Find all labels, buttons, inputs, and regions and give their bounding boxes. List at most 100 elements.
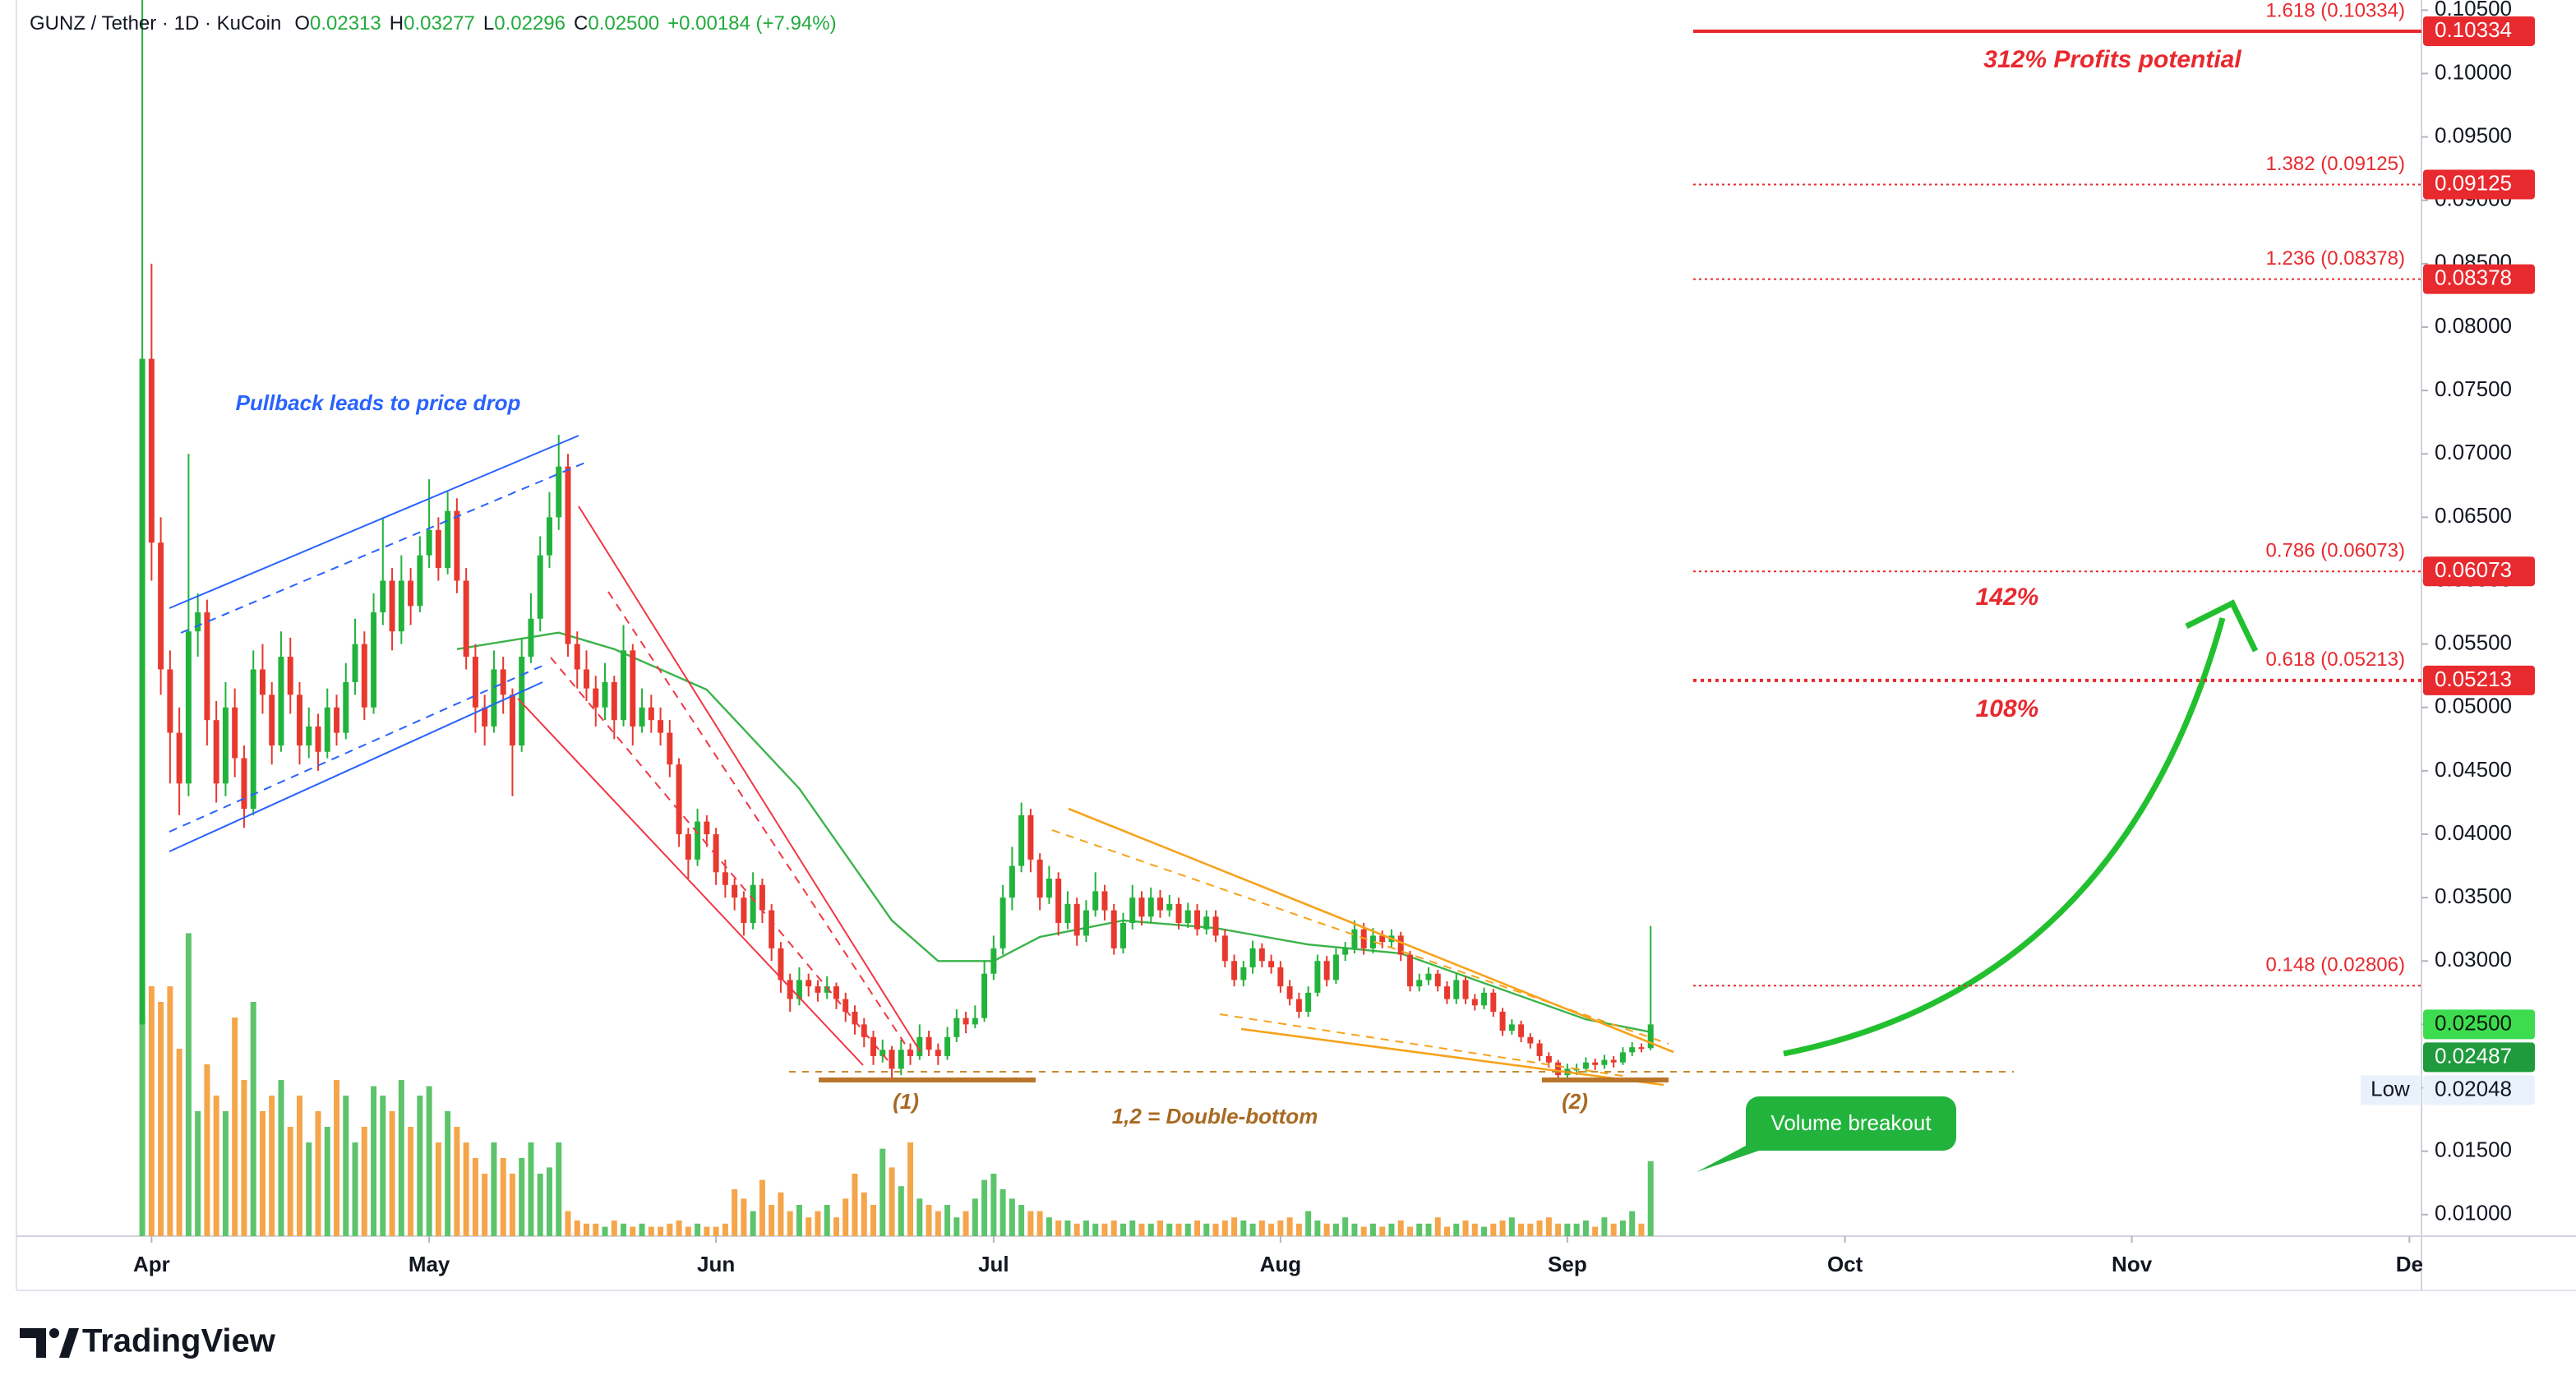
annotation: (1): [893, 1089, 919, 1114]
candle-body: [1092, 891, 1099, 911]
annotation: 312% Profits potential: [1983, 46, 2241, 73]
candle-body: [935, 1050, 941, 1056]
y-tick-label: 0.09500: [2435, 122, 2512, 147]
volume-bar: [778, 1192, 784, 1236]
volume-bar: [574, 1221, 580, 1236]
volume-bar: [371, 1086, 377, 1236]
candle-body: [1610, 1059, 1617, 1063]
volume-bar: [769, 1205, 775, 1236]
volume-bar: [658, 1226, 664, 1236]
candle-body: [1351, 929, 1358, 948]
volume-bar: [676, 1221, 682, 1236]
candle-body: [1258, 948, 1265, 962]
channel-line: [607, 591, 913, 1056]
candle-body: [408, 580, 414, 607]
x-tick-label: Apr: [133, 1252, 170, 1276]
fib-label: 1.382 (0.09125): [2266, 153, 2405, 175]
volume-bar: [139, 1018, 145, 1236]
candle-body: [1129, 898, 1136, 923]
candle-body: [1601, 1059, 1608, 1065]
candle-body: [343, 681, 349, 733]
wedge-line: [1240, 1027, 1664, 1087]
volume-bar: [621, 1223, 627, 1236]
price-tag-title: Low: [2371, 1076, 2410, 1101]
volume-bar: [833, 1217, 839, 1236]
candle-body: [1425, 973, 1432, 981]
candle-body: [1314, 961, 1321, 993]
candle-body: [278, 657, 284, 746]
volume-bar: [1073, 1223, 1080, 1236]
volume-bar: [315, 1111, 321, 1236]
channel-line: [169, 681, 543, 852]
volume-bar: [435, 1142, 441, 1236]
candle-body: [1073, 903, 1080, 936]
candle-body: [630, 650, 636, 727]
volume-bar: [222, 1111, 229, 1236]
volume-bar: [1036, 1211, 1043, 1236]
candle-body: [500, 669, 506, 695]
y-tick-label: 0.01500: [2435, 1138, 2512, 1162]
candle-body: [250, 669, 256, 810]
volume-bar: [1101, 1223, 1108, 1236]
volume-bar: [722, 1223, 728, 1236]
candle-body: [667, 732, 673, 765]
channel-line: [517, 698, 864, 1066]
y-tick-label: 0.03000: [2435, 947, 2512, 971]
candle-body: [1518, 1024, 1525, 1037]
volume-bar: [704, 1226, 710, 1236]
price-tag-label: 0.02048: [2435, 1076, 2512, 1101]
candle-body: [593, 688, 599, 708]
candle-body: [482, 707, 488, 727]
volume-bar: [1166, 1223, 1173, 1236]
candle-body: [999, 898, 1006, 948]
volume-bar: [1601, 1217, 1608, 1236]
y-tick-label: 0.03500: [2435, 884, 2512, 908]
volume-bar: [1268, 1223, 1275, 1236]
volume-bar: [926, 1205, 932, 1236]
y-tick-label: 0.06500: [2435, 503, 2512, 528]
price-tag: [2423, 169, 2535, 200]
fib-layer: 1.618 (0.10334) 1.382 (0.09125) 1.236 (0.0…: [1693, 0, 2421, 987]
volume-bar: [1110, 1221, 1117, 1236]
candle-body: [528, 618, 534, 658]
candle-body: [824, 986, 830, 993]
volume-bar: [1129, 1221, 1136, 1236]
volume-bar: [1360, 1226, 1367, 1236]
volume-bar: [870, 1205, 876, 1236]
volume-bar: [1027, 1211, 1034, 1236]
x-tick-label: Sep: [1548, 1252, 1587, 1276]
candle-body: [1305, 992, 1312, 1012]
candle-body: [1046, 878, 1052, 898]
volume-bar: [861, 1192, 867, 1236]
price-tag-label: 0.10334: [2435, 17, 2512, 42]
volume-bar: [167, 986, 173, 1236]
candle-body: [806, 980, 812, 987]
candle-body: [1184, 910, 1191, 923]
candle-body: [611, 681, 617, 721]
volume-bar: [750, 1211, 756, 1236]
volume-bar: [796, 1205, 802, 1236]
volume-bar: [1619, 1221, 1626, 1236]
volume-bar: [417, 1096, 423, 1236]
price-tag: [2423, 556, 2535, 587]
volume-bar: [1647, 1161, 1654, 1236]
volume-bar: [1194, 1221, 1201, 1236]
x-tick-label: May: [409, 1252, 450, 1276]
volume-bar: [472, 1158, 478, 1236]
volume-bar: [1416, 1223, 1423, 1236]
brand-logo: [20, 1328, 79, 1358]
volume-bar: [1092, 1223, 1099, 1236]
candle-body: [833, 986, 839, 999]
volume-bar: [352, 1142, 358, 1236]
volume-bar: [1295, 1223, 1302, 1236]
volume-bar: [1453, 1223, 1460, 1236]
volume-bar: [1527, 1223, 1534, 1236]
candle-body: [639, 707, 645, 727]
price-tags: 0.10334 0.09125 0.08378 0.06073 0.05213 0.025…: [2361, 16, 2535, 1105]
volume-bar: [1138, 1223, 1145, 1236]
annotation: (2): [1562, 1089, 1588, 1114]
candle-body: [889, 1050, 895, 1069]
candle-body: [759, 884, 765, 911]
candle-body: [491, 669, 497, 727]
candle-body: [1157, 898, 1164, 911]
